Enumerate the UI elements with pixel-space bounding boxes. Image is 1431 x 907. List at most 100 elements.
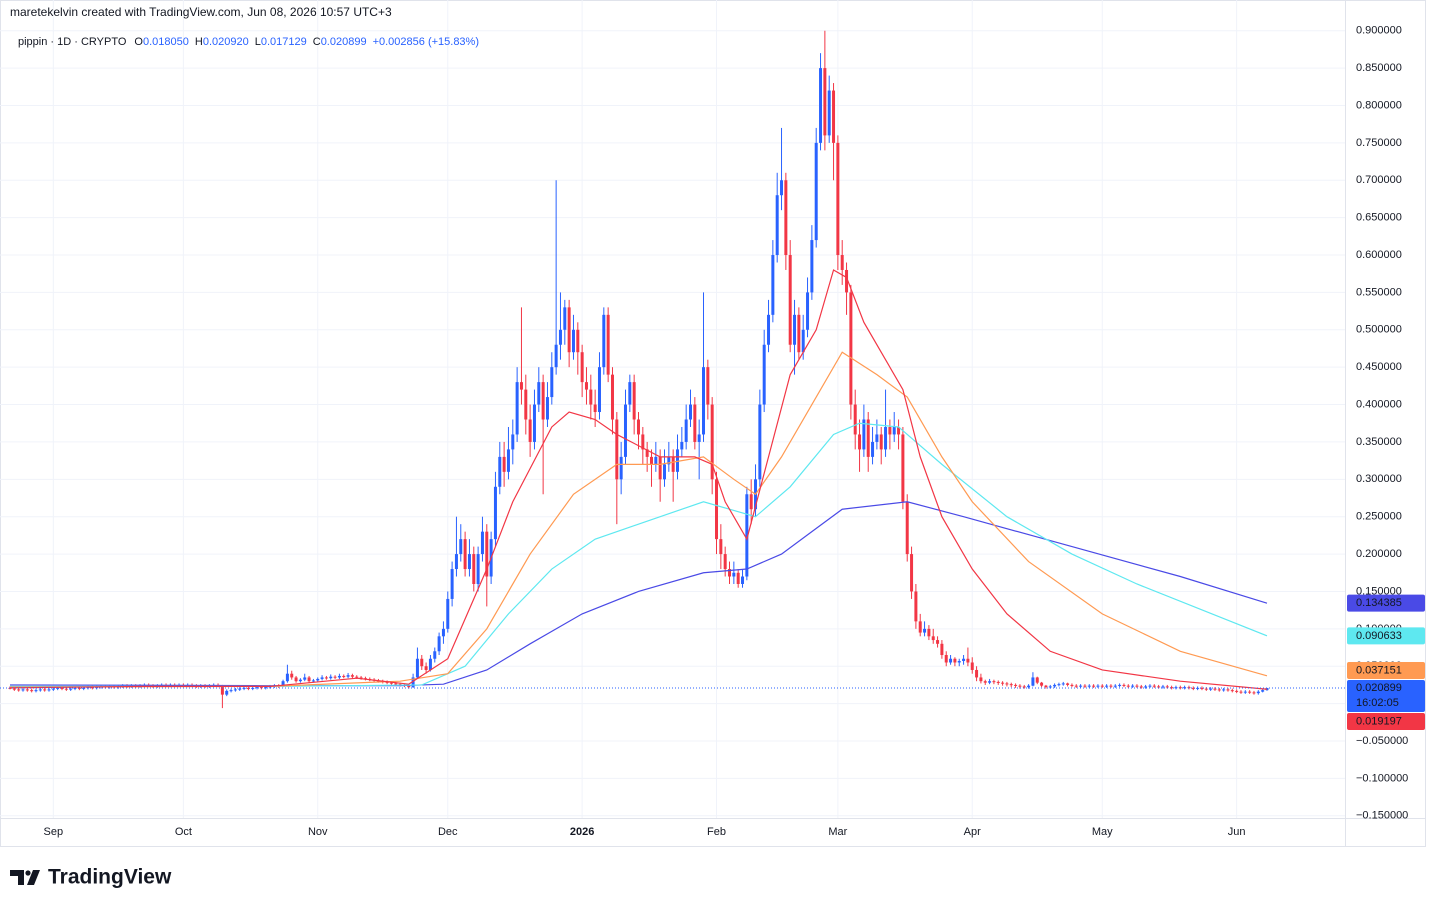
legend-key: L <box>255 36 261 48</box>
candle-body <box>303 677 307 680</box>
candle-body <box>758 404 762 480</box>
candle-body <box>1031 677 1035 686</box>
ma-label: 0.090633 <box>1347 627 1425 645</box>
candle-body <box>962 658 966 661</box>
candle-body <box>676 449 679 472</box>
candle-body <box>1152 685 1156 687</box>
candle-body <box>1135 685 1139 687</box>
candle-body <box>584 382 588 390</box>
x-tick-label: Nov <box>308 826 328 838</box>
candle-body <box>1148 685 1152 687</box>
x-tick-label: Dec <box>438 826 458 838</box>
candle-body <box>82 687 86 689</box>
ma-label-value: 0.019197 <box>1356 715 1402 727</box>
candle-body <box>545 397 549 420</box>
candle-body <box>1222 689 1226 691</box>
ma-label: 0.019197 <box>1347 712 1425 730</box>
candle-body <box>1139 686 1143 688</box>
candle-body <box>780 180 784 196</box>
candle-body <box>580 352 584 383</box>
candle-body <box>996 681 1000 683</box>
y-tick-label: 0.650000 <box>1356 212 1402 224</box>
ma-label-value: 0.037151 <box>1356 664 1402 676</box>
candle-body <box>493 486 497 540</box>
candle-body <box>871 441 875 457</box>
legend-key: O <box>134 36 143 48</box>
candle-body <box>77 687 81 689</box>
candle-body <box>298 679 302 682</box>
candle-body <box>437 636 441 652</box>
y-tick-label: 0.350000 <box>1356 436 1402 448</box>
candle-body <box>706 367 710 405</box>
x-tick-label: Apr <box>964 826 981 838</box>
candle-body <box>558 329 562 345</box>
candle-body <box>311 680 315 682</box>
candle-body <box>51 688 55 690</box>
candle-body <box>680 441 684 450</box>
candle-body <box>307 677 311 682</box>
candle-body <box>242 687 246 689</box>
candle-body <box>745 494 749 577</box>
candle-body <box>30 690 34 692</box>
candle-body <box>1213 688 1217 690</box>
candle-body <box>866 419 870 457</box>
candle-body <box>723 554 727 570</box>
y-tick-label: −0.150000 <box>1356 810 1408 822</box>
candle-body <box>1079 685 1083 687</box>
candle-body <box>571 329 575 353</box>
candle-body <box>255 687 259 689</box>
candle-body <box>550 367 554 398</box>
tradingview-logo: TradingView <box>10 866 172 889</box>
x-tick-label: Feb <box>707 826 726 838</box>
candle-body <box>1165 686 1169 688</box>
candle-body <box>1131 685 1135 687</box>
candle-body <box>567 307 571 353</box>
candle-body <box>1027 685 1031 688</box>
candle-body <box>485 531 489 577</box>
candle-body <box>1178 687 1182 689</box>
candle-body <box>797 314 801 353</box>
candle-body <box>554 344 558 368</box>
candle-body <box>532 404 536 442</box>
candle-body <box>480 531 484 555</box>
candle-body <box>918 621 922 633</box>
candle-body <box>1256 691 1260 694</box>
candle-body <box>229 690 233 692</box>
candle-body <box>1087 685 1091 687</box>
candle-body <box>741 576 745 584</box>
y-tick-label: 0.550000 <box>1356 286 1402 298</box>
candle-body <box>1122 684 1126 686</box>
candle-body <box>1109 685 1113 687</box>
y-tick-label: 0.750000 <box>1356 137 1402 149</box>
candle-body <box>623 404 627 457</box>
candle-body <box>537 382 541 405</box>
candle-body <box>60 687 64 689</box>
candle-body <box>719 539 723 555</box>
candle-body <box>862 419 866 450</box>
y-tick-label: 0.250000 <box>1356 511 1402 523</box>
candle-body <box>1014 684 1018 686</box>
candle-body <box>411 677 415 688</box>
candle-body <box>814 142 818 241</box>
candle-body <box>1040 682 1044 686</box>
candle-body <box>511 434 515 450</box>
moving-average <box>9 269 1268 690</box>
candle-body <box>316 678 320 681</box>
candle-body <box>1217 689 1221 691</box>
candle-body <box>1092 685 1096 687</box>
legend-value: 0.020899 <box>321 36 367 48</box>
price-countdown: 16:02:05 <box>1356 697 1399 709</box>
y-tick-label: 0.200000 <box>1356 548 1402 560</box>
candle-body <box>346 675 350 677</box>
x-tick-label: May <box>1092 826 1113 838</box>
candle-body <box>927 628 931 637</box>
price-label-box <box>1347 679 1425 712</box>
x-tick-label: Jun <box>1228 826 1246 838</box>
candle-body <box>1226 689 1230 691</box>
legend-key: C <box>313 36 321 48</box>
candle-body <box>966 658 970 663</box>
y-tick-label: 0.900000 <box>1356 25 1402 37</box>
candle-body <box>923 628 927 633</box>
legend-value: 0.017129 <box>261 36 307 48</box>
candle-body <box>69 688 73 690</box>
